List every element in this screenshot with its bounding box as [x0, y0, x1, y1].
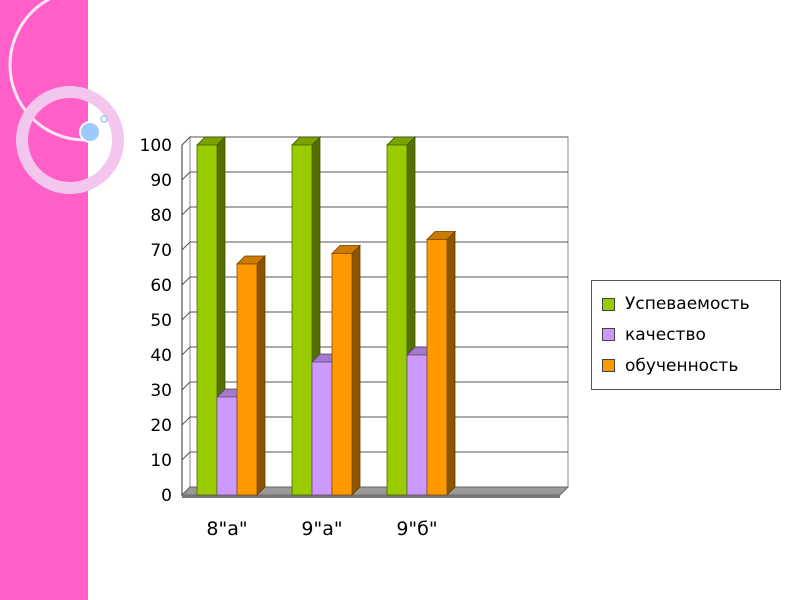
gridline-side	[181, 416, 191, 426]
bar-uspevaemost	[291, 144, 313, 496]
plot-floor-edge	[182, 495, 560, 498]
y-tick-label: 0	[161, 486, 172, 506]
gridline-side	[181, 451, 191, 461]
deco-ring-small	[16, 86, 124, 194]
y-tick-label: 50	[150, 311, 172, 331]
bar-kachestvo	[406, 354, 428, 496]
legend-label-obuchennost: обученность	[625, 355, 739, 376]
bar-uspevaemost	[386, 144, 408, 496]
legend-label-kachestvo: качество	[625, 324, 706, 345]
bar-uspevaemost	[196, 144, 218, 496]
deco-bubble-small	[100, 115, 108, 123]
y-tick-label: 70	[150, 241, 172, 261]
chart-legend: Успеваемость качество обученность	[591, 280, 781, 390]
legend-swatch-kachestvo	[602, 328, 615, 342]
gridline-side	[181, 276, 191, 286]
x-category-label: 9"б"	[396, 518, 437, 540]
y-tick-label: 10	[150, 451, 172, 471]
y-tick-label: 20	[150, 416, 172, 436]
y-tick-label: 30	[150, 381, 172, 401]
legend-item-uspevaemost: Успеваемость	[602, 294, 770, 314]
bar-side-obuchennost	[256, 255, 266, 496]
bar-side-obuchennost	[446, 230, 456, 496]
gridline-side	[181, 136, 191, 146]
gridline-side	[181, 311, 191, 321]
gridline-side	[181, 241, 191, 251]
legend-label-uspevaemost: Успеваемость	[625, 294, 750, 315]
legend-item-kachestvo: качество	[602, 325, 770, 345]
y-tick-label: 80	[150, 206, 172, 226]
gridline-side	[181, 381, 191, 391]
bar-obuchennost	[331, 253, 353, 496]
legend-swatch-uspevaemost	[602, 297, 615, 311]
bar-kachestvo	[311, 361, 333, 496]
deco-bubble	[79, 121, 101, 143]
y-tick-label: 40	[150, 346, 172, 366]
bar-obuchennost	[236, 263, 258, 496]
gridline-side	[181, 346, 191, 356]
y-tick-label: 60	[150, 276, 172, 296]
legend-item-obuchennost: обученность	[602, 356, 770, 376]
gridline-side	[181, 171, 191, 181]
y-tick-label: 90	[150, 171, 172, 191]
x-category-label: 9"а"	[301, 518, 342, 540]
bar-kachestvo	[216, 396, 238, 496]
bar-obuchennost	[426, 239, 448, 496]
legend-swatch-obuchennost	[602, 359, 615, 373]
bar-side-obuchennost	[351, 244, 361, 496]
y-tick-label: 100	[140, 136, 172, 156]
x-category-label: 8"а"	[206, 518, 247, 540]
gridline-side	[181, 206, 191, 216]
